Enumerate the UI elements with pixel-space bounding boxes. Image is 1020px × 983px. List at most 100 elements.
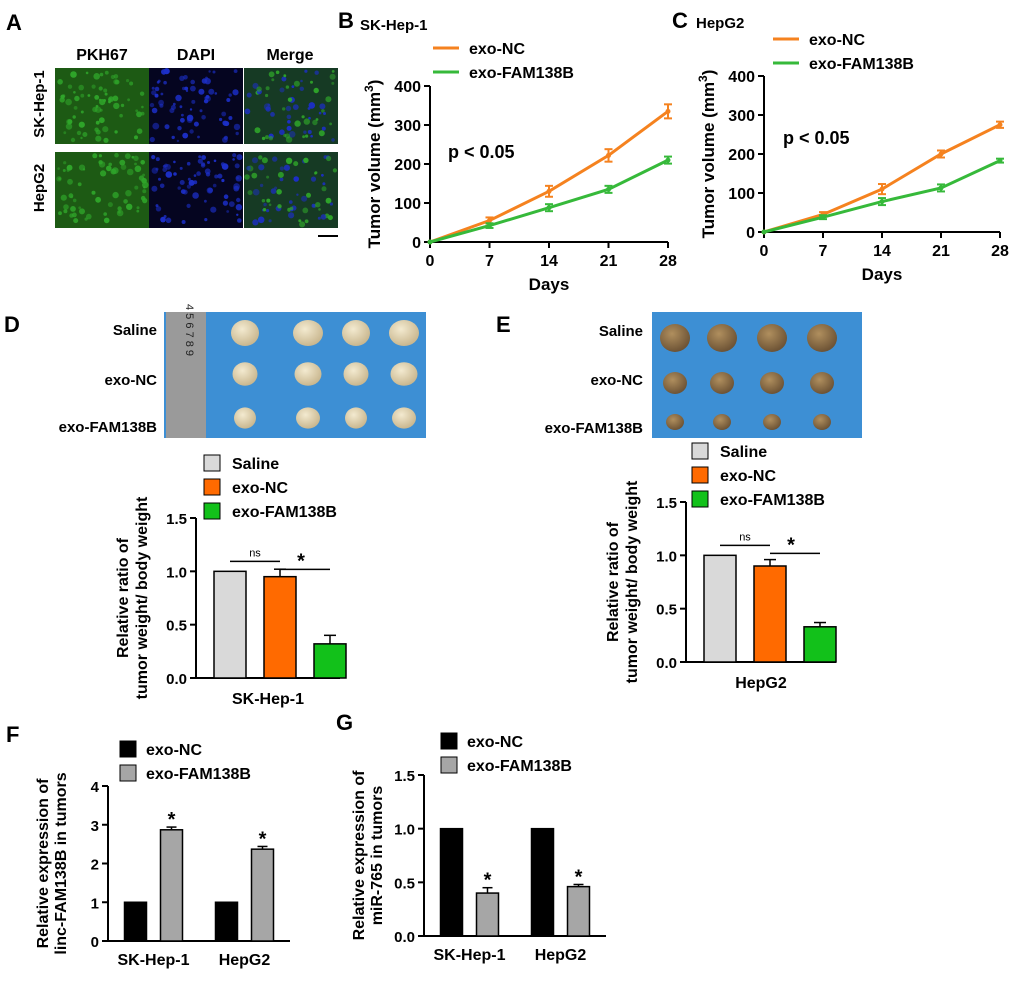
micro-speck [151, 155, 156, 160]
micro-speck [193, 121, 199, 127]
micro-speck [113, 79, 119, 85]
micro-speck [155, 204, 159, 208]
legend-label: exo-FAM138B [469, 65, 574, 82]
panel-f-letter: F [6, 722, 19, 747]
micro-speck [317, 216, 321, 220]
micro-speck [186, 161, 191, 166]
micro-speck [107, 202, 113, 208]
x-tick-label: 14 [873, 243, 891, 260]
micro-speck [134, 162, 137, 166]
micro-speck [95, 120, 100, 125]
micro-speck [104, 92, 108, 96]
p-value-annotation: p < 0.05 [783, 128, 850, 148]
micro-speck [63, 209, 68, 214]
micro-speck [136, 209, 140, 213]
micro-speck [331, 138, 335, 142]
y-tick-label: 0 [91, 934, 99, 951]
micro-speck [158, 99, 165, 106]
micro-speck [155, 157, 160, 162]
micro-speck [126, 168, 134, 176]
bar-exo-NC [263, 575, 297, 679]
micro-speck [201, 115, 206, 120]
y-tick-label: 100 [728, 186, 755, 203]
micro-speck [286, 125, 292, 131]
micro-speck [67, 119, 73, 125]
micro-speck [169, 108, 175, 114]
micro-speck [154, 86, 160, 92]
micro-speck [181, 113, 184, 117]
micro-speck [58, 177, 62, 181]
micro-speck [329, 202, 333, 206]
micro-speck [326, 155, 332, 162]
micro-speck [332, 168, 337, 173]
micro-speck [72, 198, 77, 203]
tumor-d [342, 320, 370, 346]
micro-speck [258, 164, 265, 171]
micro-speck [304, 69, 308, 73]
x-tick-label: 0 [760, 243, 769, 260]
micro-speck [76, 130, 82, 136]
micro-speck [111, 167, 119, 175]
tumor-e [810, 372, 834, 394]
micro-speck [285, 105, 292, 112]
micro-speck [103, 137, 109, 143]
micro-speck [186, 203, 191, 208]
micro-speck [102, 126, 109, 133]
micro-speck [65, 98, 72, 106]
ruler-text: 4 5 6 7 8 9 [183, 304, 195, 356]
micro-speck [266, 198, 271, 203]
bar-exo-FAM138B [313, 643, 347, 679]
x-tick-label: 14 [540, 253, 558, 270]
micro-speck [296, 193, 299, 196]
micro-speck [120, 164, 127, 170]
micro-speck [67, 178, 73, 185]
micro-speck [63, 131, 67, 135]
micro-speck [312, 119, 318, 126]
micro-speck [110, 74, 115, 80]
micro-speck [103, 217, 110, 224]
micro-speck [282, 107, 286, 111]
micro-speck [217, 173, 223, 179]
panel-f: F exo-NC exo-FAM138B 0 1 2 3 4 * SK-Hep-1 * HepG2 R… [6, 722, 290, 969]
micro-speck [318, 111, 322, 115]
legend-label: exo-NC [232, 480, 288, 497]
micro-speck [193, 180, 198, 185]
tumor-e [660, 324, 690, 352]
micro-speck [276, 189, 282, 195]
tumor-d [345, 407, 367, 429]
micro-speck [237, 218, 242, 223]
sig-mark: * [259, 828, 267, 850]
micro-tile-r0c1 [149, 68, 243, 144]
micro-speck [321, 126, 326, 131]
micro-speck [313, 87, 319, 94]
micro-speck [213, 159, 217, 163]
micro-speck [246, 92, 252, 98]
x-tick-label: HepG2 [219, 952, 271, 969]
micro-speck [319, 103, 326, 110]
micro-speck [235, 204, 243, 211]
micro-speck [192, 192, 199, 199]
micro-speck [69, 213, 74, 218]
micro-speck [223, 194, 229, 199]
micro-speck [223, 135, 228, 140]
micro-speck [124, 153, 131, 160]
micro-speck [259, 183, 264, 188]
tumor-photo-d: 4 5 6 7 8 9 [164, 304, 426, 438]
panel-a: A PKH67 DAPI Merge SK-Hep-1 HepG2 [6, 10, 338, 237]
y-tick-label: 0.5 [394, 875, 415, 892]
micro-speck [171, 135, 175, 140]
micro-speck [266, 175, 270, 179]
micro-speck [57, 79, 63, 85]
micro-speck [325, 197, 332, 204]
micro-speck [268, 203, 272, 207]
bar-exo-FAM138B [803, 626, 837, 663]
micro-speck [286, 114, 292, 120]
legend-swatch [203, 502, 221, 520]
micro-speck [91, 190, 96, 195]
micro-speck [208, 70, 211, 73]
micro-speck [277, 171, 284, 178]
micro-speck [72, 115, 76, 119]
micro-speck [179, 180, 185, 185]
tumor-d [231, 320, 259, 346]
x-tick-label: 21 [932, 243, 950, 260]
